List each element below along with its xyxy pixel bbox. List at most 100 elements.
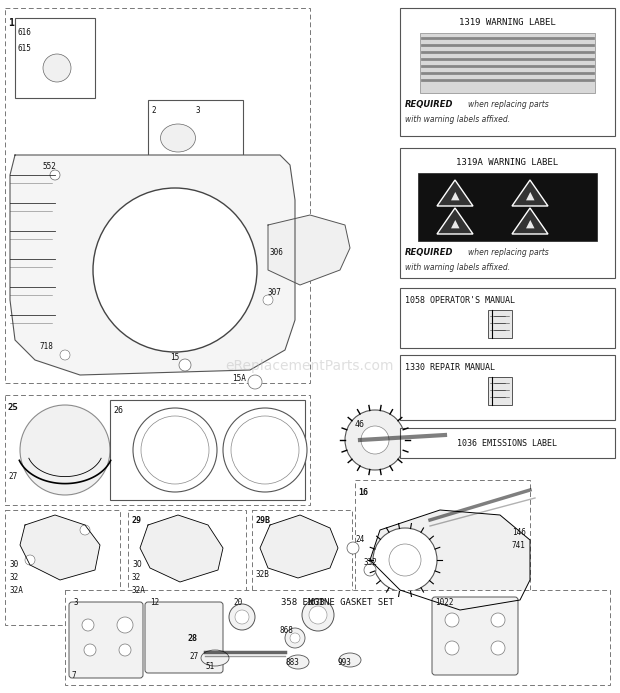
Circle shape (285, 628, 305, 648)
Text: when replacing parts: when replacing parts (468, 100, 549, 109)
Bar (418, 173, 597, 241)
Text: 32B: 32B (256, 570, 270, 579)
Polygon shape (10, 155, 295, 375)
Circle shape (141, 416, 209, 484)
Circle shape (50, 170, 60, 180)
Bar (5, 510, 120, 625)
Polygon shape (20, 515, 100, 580)
Polygon shape (437, 180, 473, 206)
Polygon shape (437, 208, 473, 234)
Bar (400, 288, 615, 348)
Bar (492, 377, 512, 405)
Circle shape (117, 617, 133, 633)
Bar (110, 400, 305, 500)
Text: 2: 2 (151, 106, 156, 115)
Bar (5, 8, 310, 383)
Text: 1319A WARNING LABEL: 1319A WARNING LABEL (456, 158, 558, 167)
Ellipse shape (161, 124, 195, 152)
Text: 24: 24 (355, 535, 365, 544)
Text: ▲: ▲ (451, 219, 459, 229)
Bar (252, 510, 352, 625)
Circle shape (60, 350, 70, 360)
Text: 15A: 15A (232, 374, 246, 383)
FancyBboxPatch shape (145, 602, 223, 673)
Bar (420, 33, 595, 93)
Circle shape (290, 633, 300, 643)
Circle shape (263, 295, 273, 305)
Ellipse shape (339, 653, 361, 667)
Text: 46: 46 (355, 420, 365, 429)
Circle shape (119, 644, 131, 656)
Text: 307: 307 (267, 288, 281, 297)
Text: 306: 306 (270, 248, 284, 257)
Text: 28: 28 (188, 634, 198, 643)
Polygon shape (260, 515, 338, 578)
Text: 616: 616 (18, 28, 32, 37)
Circle shape (80, 525, 90, 535)
Circle shape (491, 641, 505, 655)
Circle shape (302, 599, 334, 631)
Circle shape (133, 408, 217, 492)
Circle shape (179, 359, 191, 371)
Text: 332: 332 (363, 558, 377, 567)
Text: 32: 32 (132, 573, 141, 582)
Circle shape (229, 604, 255, 630)
FancyBboxPatch shape (432, 597, 518, 675)
Circle shape (223, 408, 307, 492)
Circle shape (20, 405, 110, 495)
Text: with warning labels affixed.: with warning labels affixed. (405, 115, 510, 124)
Circle shape (82, 619, 94, 631)
Bar (400, 8, 615, 136)
Bar (488, 377, 508, 405)
Bar (128, 510, 246, 625)
Bar (488, 310, 508, 338)
Text: 993: 993 (338, 658, 352, 667)
Bar (400, 148, 615, 278)
Text: REQUIRED: REQUIRED (405, 248, 453, 257)
Polygon shape (512, 208, 548, 234)
Text: ▲: ▲ (451, 191, 459, 201)
Ellipse shape (287, 655, 309, 669)
Text: 26: 26 (113, 406, 123, 415)
Circle shape (347, 542, 359, 554)
Text: 1: 1 (8, 18, 14, 28)
Text: 615: 615 (18, 44, 32, 53)
Polygon shape (268, 215, 350, 285)
Polygon shape (370, 510, 530, 610)
Circle shape (361, 426, 389, 454)
Text: 30: 30 (132, 560, 142, 569)
Text: 15: 15 (170, 353, 179, 362)
Text: 30: 30 (9, 560, 18, 569)
Circle shape (25, 555, 35, 565)
Circle shape (389, 544, 421, 576)
Bar (492, 310, 512, 338)
Text: 32A: 32A (132, 586, 146, 595)
Text: ▲: ▲ (526, 219, 534, 229)
Circle shape (345, 410, 405, 470)
Text: 51: 51 (205, 662, 215, 671)
Text: 7: 7 (72, 671, 77, 680)
Text: 27: 27 (189, 652, 198, 661)
Circle shape (235, 610, 249, 624)
Bar (355, 480, 530, 620)
Circle shape (491, 613, 505, 627)
Text: ▲: ▲ (526, 191, 534, 201)
Text: 3: 3 (196, 106, 201, 115)
Text: 1058 OPERATOR'S MANUAL: 1058 OPERATOR'S MANUAL (405, 296, 515, 305)
Text: when replacing parts: when replacing parts (468, 248, 549, 257)
FancyBboxPatch shape (69, 602, 143, 678)
Circle shape (445, 613, 459, 627)
Ellipse shape (201, 650, 229, 666)
Text: 12: 12 (150, 598, 159, 607)
Text: 146: 146 (512, 528, 526, 537)
Text: with warning labels affixed.: with warning labels affixed. (405, 263, 510, 272)
Text: 1330 REPAIR MANUAL: 1330 REPAIR MANUAL (405, 363, 495, 372)
Bar (15, 18, 95, 98)
Circle shape (445, 641, 459, 655)
Text: 16: 16 (358, 488, 368, 497)
Text: 32: 32 (9, 573, 18, 582)
Text: 25: 25 (8, 403, 19, 412)
Text: 358 ENGINE GASKET SET: 358 ENGINE GASKET SET (281, 598, 394, 607)
Text: 20: 20 (233, 598, 242, 607)
Bar (185, 628, 295, 678)
